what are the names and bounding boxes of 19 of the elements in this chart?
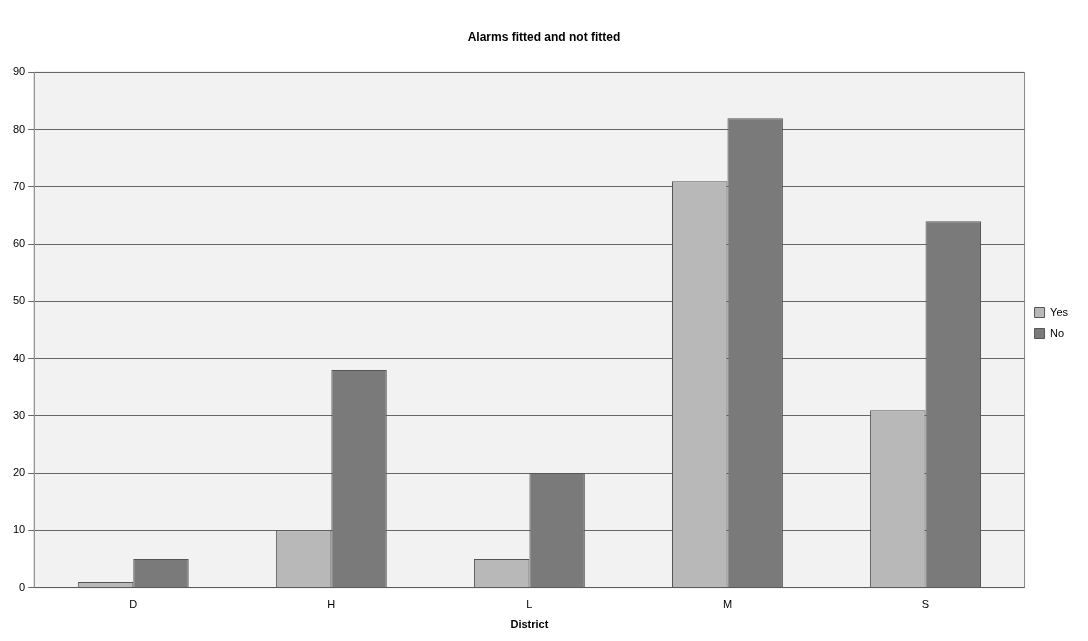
chart-title: Alarms fitted and not fitted xyxy=(467,29,621,44)
x-tick-label: M xyxy=(722,598,733,611)
y-tick-label: 50 xyxy=(12,294,26,307)
legend-label: No xyxy=(1050,326,1065,339)
x-tick-label: L xyxy=(526,598,533,611)
x-axis-title: District xyxy=(510,618,549,631)
y-tick-label: 20 xyxy=(12,466,26,479)
y-tick-label: 80 xyxy=(12,122,26,135)
x-tick-label: S xyxy=(921,598,930,611)
y-tick-label: 0 xyxy=(19,580,26,593)
legend-label: Yes xyxy=(1050,305,1069,318)
y-tick-label: 70 xyxy=(12,179,26,192)
y-tick-label: 10 xyxy=(12,523,26,536)
y-tick-label: 30 xyxy=(12,408,26,421)
x-tick-label: H xyxy=(327,598,336,611)
y-tick-label: 60 xyxy=(12,237,26,250)
y-tick-label: 90 xyxy=(12,65,26,78)
y-tick-label: 40 xyxy=(12,351,26,364)
x-tick-label: D xyxy=(129,598,138,611)
